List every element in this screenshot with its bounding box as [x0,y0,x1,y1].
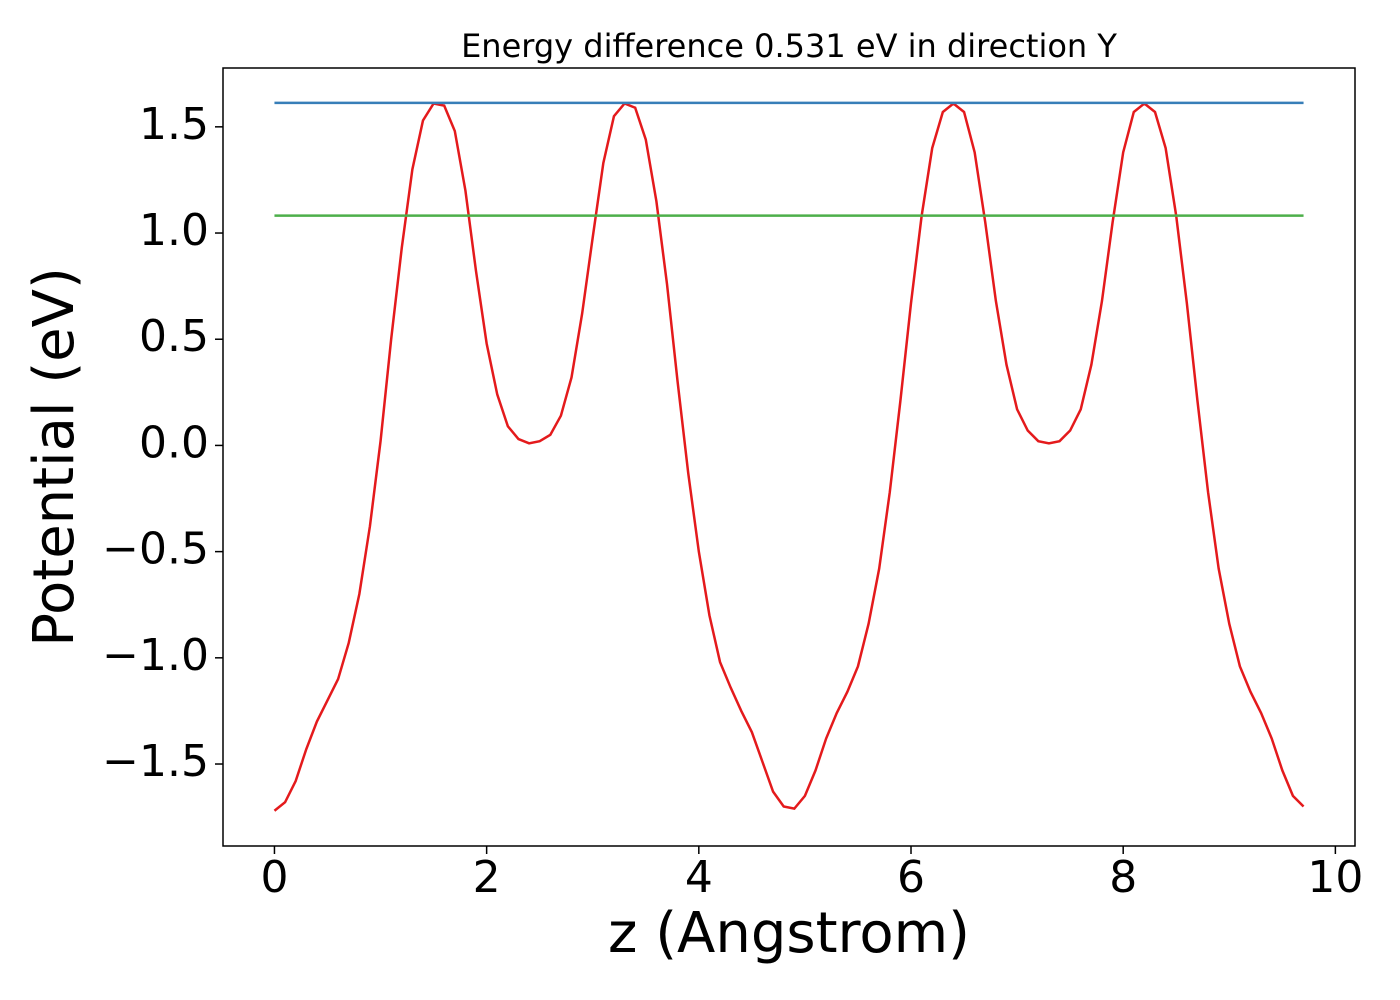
x-tick-label: 8 [1109,852,1137,903]
y-tick-label: 0.5 [139,311,209,362]
y-axis-label: Potential (eV) [22,267,87,647]
y-tick-label: −1.0 [102,630,209,681]
y-tick-label: 1.0 [139,205,209,256]
y-tick-label: 0.0 [139,417,209,468]
x-tick-label: 0 [260,852,288,903]
x-tick-label: 2 [473,852,501,903]
y-tick-label: −0.5 [102,524,209,575]
x-axis-label: z (Angstrom) [608,901,970,966]
plot-frame [222,67,1356,847]
x-tick-label: 4 [685,852,713,903]
chart-title: Energy difference 0.531 eV in direction … [461,27,1117,65]
x-tick-label: 6 [897,852,925,903]
line-series [273,101,1305,812]
y-tick-label: 1.5 [139,99,209,150]
y-tick-label: −1.5 [102,736,209,787]
x-tick-label: 10 [1307,852,1363,903]
